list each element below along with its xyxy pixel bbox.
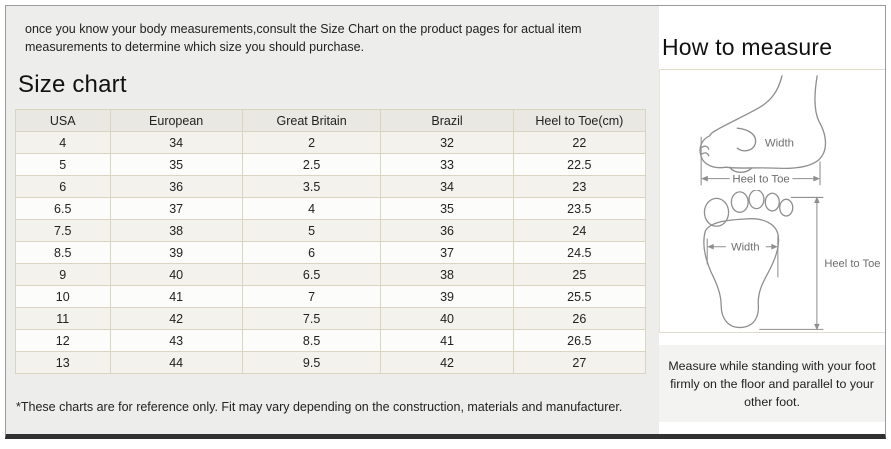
size-cell: 34 <box>380 175 514 199</box>
size-cell: 41 <box>109 285 243 309</box>
size-cell: 7 <box>241 285 382 309</box>
size-chart-section: once you know your body measurements,con… <box>6 6 659 434</box>
how-to-measure-title: How to measure <box>662 34 833 60</box>
table-row: 6 36 3.5 34 23 <box>15 175 647 199</box>
size-chart-title: Size chart <box>18 71 127 99</box>
table-row: 4 34 2 32 22 <box>15 131 647 155</box>
size-cell: 6.5 <box>241 263 382 287</box>
size-cell: 22 <box>512 131 647 155</box>
size-cell: 12 <box>15 329 111 353</box>
table-row: 13 44 9.5 42 27 <box>15 351 647 375</box>
table-row: 9 40 6.5 38 25 <box>15 263 647 287</box>
table-row: 7.5 38 5 36 24 <box>15 219 647 243</box>
size-cell: 10 <box>15 285 111 309</box>
size-cell: 37 <box>109 197 243 221</box>
size-cell: 7.5 <box>241 307 382 331</box>
size-cell: 6.5 <box>15 197 111 221</box>
size-cell: 38 <box>380 263 514 287</box>
table-row: 6.5 37 4 35 23.5 <box>15 197 647 221</box>
size-cell: 13 <box>15 351 111 375</box>
size-cell: 39 <box>109 241 243 265</box>
side-width-label: Width <box>765 137 794 149</box>
footprint-width-label: Width <box>731 241 759 253</box>
size-cell: 3.5 <box>241 175 382 199</box>
size-cell: 26 <box>512 307 647 331</box>
measure-diagrams: Width Heel to Toe Width <box>659 69 885 333</box>
size-cell: 8.5 <box>15 241 111 265</box>
size-cell: 6 <box>15 175 111 199</box>
size-cell: 4 <box>241 197 382 221</box>
size-cell: 7.5 <box>15 219 111 243</box>
size-cell: 39 <box>380 285 514 309</box>
measure-caption: Measure while standing with your foot fi… <box>659 345 885 422</box>
side-length-label: Heel to Toe <box>732 173 789 185</box>
size-cell: 9 <box>15 263 111 287</box>
size-cell: 11 <box>15 307 111 331</box>
table-row: 10 41 7 39 25.5 <box>15 285 647 309</box>
size-cell: 9.5 <box>241 351 382 375</box>
size-cell: 2.5 <box>241 153 382 177</box>
column-header: Heel to Toe(cm) <box>512 109 647 133</box>
size-cell: 36 <box>109 175 243 199</box>
column-header: Brazil <box>380 109 514 133</box>
size-cell: 25 <box>512 263 647 287</box>
size-cell: 22.5 <box>512 153 647 177</box>
size-cell: 23.5 <box>512 197 647 221</box>
size-cell: 36 <box>380 219 514 243</box>
size-cell: 34 <box>109 131 243 155</box>
size-cell: 5 <box>15 153 111 177</box>
size-cell: 23 <box>512 175 647 199</box>
size-cell: 33 <box>380 153 514 177</box>
size-cell: 24.5 <box>512 241 647 265</box>
size-cell: 44 <box>109 351 243 375</box>
size-cell: 6 <box>241 241 382 265</box>
size-cell: 32 <box>380 131 514 155</box>
table-row: 11 42 7.5 40 26 <box>15 307 647 331</box>
size-chart-panel: once you know your body measurements,con… <box>5 5 886 439</box>
size-cell: 27 <box>512 351 647 375</box>
size-conversion-table: USA European Great Britain Brazil Heel to To… <box>15 109 647 375</box>
size-cell: 2 <box>241 131 382 155</box>
size-cell: 37 <box>380 241 514 265</box>
column-header: Great Britain <box>241 109 382 133</box>
table-header-row: USA European Great Britain Brazil Heel to To… <box>15 109 647 133</box>
size-cell: 42 <box>109 307 243 331</box>
table-row: 5 35 2.5 33 22.5 <box>15 153 647 177</box>
size-cell: 35 <box>380 197 514 221</box>
column-header: European <box>109 109 243 133</box>
footprint-icon: Width Heel to Toe <box>703 190 880 331</box>
size-cell: 41 <box>380 329 514 353</box>
table-row: 12 43 8.5 41 26.5 <box>15 329 647 353</box>
column-header: USA <box>15 109 111 133</box>
footprint-length-label: Heel to Toe <box>824 258 880 270</box>
table-row: 8.5 39 6 37 24.5 <box>15 241 647 265</box>
size-cell: 26.5 <box>512 329 647 353</box>
size-cell: 25.5 <box>512 285 647 309</box>
size-cell: 24 <box>512 219 647 243</box>
how-to-measure-section: How to measure Width Heel to Toe <box>659 6 885 434</box>
size-cell: 38 <box>109 219 243 243</box>
size-cell: 35 <box>109 153 243 177</box>
size-cell: 40 <box>109 263 243 287</box>
size-cell: 5 <box>241 219 382 243</box>
intro-text: once you know your body measurements,con… <box>25 22 582 55</box>
size-cell: 8.5 <box>241 329 382 353</box>
size-cell: 4 <box>15 131 111 155</box>
size-cell: 42 <box>380 351 514 375</box>
reference-footnote: *These charts are for reference only. Fi… <box>16 400 623 415</box>
foot-side-view-icon: Width Heel to Toe <box>699 75 827 185</box>
size-cell: 40 <box>380 307 514 331</box>
size-cell: 43 <box>109 329 243 353</box>
